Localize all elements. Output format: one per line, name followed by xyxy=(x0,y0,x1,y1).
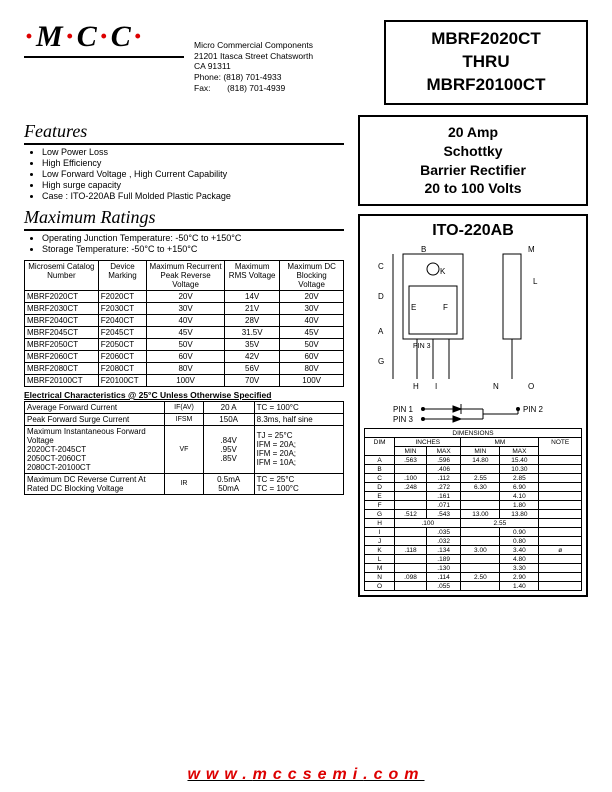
company-city: CA 91311 xyxy=(194,61,374,72)
maxrating-item: Operating Junction Temperature: -50°C to… xyxy=(42,233,344,243)
svg-text:O: O xyxy=(528,382,534,391)
feature-item: Low Power Loss xyxy=(42,147,344,157)
table-header: Device Marking xyxy=(98,260,146,290)
svg-text:H: H xyxy=(413,382,419,391)
svg-text:L: L xyxy=(533,277,538,286)
ec-table: Average Forward Current IF(AV) 20 A TC =… xyxy=(24,401,344,495)
table-row: MBRF20100CTF20100CT100V70V100V xyxy=(25,374,344,386)
dim-row: M.1303.30 xyxy=(365,564,582,573)
maxratings-list: Operating Junction Temperature: -50°C to… xyxy=(24,233,344,254)
dim-row: E.1614.10 xyxy=(365,492,582,501)
feature-item: High Efficiency xyxy=(42,158,344,168)
dim-row: K.118.1343.003.40ø xyxy=(365,546,582,555)
svg-text:PIN 3: PIN 3 xyxy=(413,343,431,350)
feature-item: Low Forward Voltage , High Current Capab… xyxy=(42,169,344,179)
table-row: MBRF2045CTF2045CT45V31.5V45V xyxy=(25,326,344,338)
dim-row: A.563.59614.8015.40 xyxy=(365,456,582,465)
svg-text:D: D xyxy=(378,292,384,301)
svg-text:N: N xyxy=(493,382,499,391)
table-row: MBRF2050CTF2050CT50V35V50V xyxy=(25,338,344,350)
ec-caption: Electrical Characteristics @ 25°C Unless… xyxy=(24,390,344,400)
maxrating-item: Storage Temperature: -50°C to +150°C xyxy=(42,244,344,254)
dim-row: F.0711.80 xyxy=(365,501,582,510)
subtitle-box: 20 Amp Schottky Barrier Rectifier 20 to … xyxy=(358,115,588,207)
dim-row: I.0350.90 xyxy=(365,528,582,537)
dim-row: L.1894.80 xyxy=(365,555,582,564)
dim-row: H.1002.55 xyxy=(365,519,582,528)
company-street: 21201 Itasca Street Chatsworth xyxy=(194,51,374,62)
svg-text:K: K xyxy=(440,267,446,276)
feature-item: Case : ITO-220AB Full Molded Plastic Pac… xyxy=(42,191,344,201)
dim-row: G.512.54313.0013.80 xyxy=(365,510,582,519)
feature-item: High surge capacity xyxy=(42,180,344,190)
ratings-table: Microsemi Catalog Number Device Marking … xyxy=(24,260,344,387)
company-name: Micro Commercial Components xyxy=(194,40,374,51)
logo: ·M·C·C· xyxy=(24,20,184,58)
svg-text:F: F xyxy=(443,303,448,312)
table-header: Maximum Recurrent Peak Reverse Voltage xyxy=(147,260,225,290)
table-row: Peak Forward Surge Current IFSM 150A 8.3… xyxy=(25,413,344,425)
svg-text:PIN 2: PIN 2 xyxy=(523,405,544,414)
package-drawing: C D A G K B M L E F H I N O PIN xyxy=(373,244,573,424)
svg-text:A: A xyxy=(378,327,384,336)
svg-text:PIN 3: PIN 3 xyxy=(393,415,414,424)
table-row: MBRF2080CTF2080CT80V56V80V xyxy=(25,362,344,374)
part-title-box: MBRF2020CT THRU MBRF20100CT xyxy=(384,20,588,105)
maxratings-heading: Maximum Ratings xyxy=(24,207,344,231)
svg-text:M: M xyxy=(528,245,535,254)
svg-text:PIN 1: PIN 1 xyxy=(393,405,414,414)
table-row: MBRF2020CTF2020CT20V14V20V xyxy=(25,290,344,302)
svg-text:I: I xyxy=(435,382,437,391)
dim-row: B.40610.30 xyxy=(365,465,582,474)
features-list: Low Power Loss High Efficiency Low Forwa… xyxy=(24,147,344,201)
table-header: Maximum DC Blocking Voltage xyxy=(280,260,344,290)
dimensions-table: DIMENSIONS DIM INCHES MM NOTE MIN MAX MI… xyxy=(364,428,582,591)
table-row: MBRF2040CTF2040CT40V28V40V xyxy=(25,314,344,326)
table-row: Average Forward Current IF(AV) 20 A TC =… xyxy=(25,401,344,413)
company-address: Micro Commercial Components 21201 Itasca… xyxy=(194,20,374,105)
table-header: Maximum RMS Voltage xyxy=(225,260,280,290)
table-row: MBRF2030CTF2030CT30V21V30V xyxy=(25,302,344,314)
package-box: ITO-220AB xyxy=(358,214,588,597)
table-row: Maximum DC Reverse Current At Rated DC B… xyxy=(25,473,344,494)
svg-text:E: E xyxy=(411,303,416,312)
package-title: ITO-220AB xyxy=(364,222,582,240)
svg-text:B: B xyxy=(421,245,426,254)
dim-row: N.098.1142.502.90 xyxy=(365,573,582,582)
dim-row: C.100.1122.552.85 xyxy=(365,474,582,483)
svg-text:C: C xyxy=(378,262,384,271)
footer-url[interactable]: www.mccsemi.com xyxy=(0,766,612,784)
table-row: MBRF2060CTF2060CT60V42V60V xyxy=(25,350,344,362)
table-row: Maximum Instantaneous Forward Voltage 20… xyxy=(25,425,344,473)
dim-row: D.248.2726.306.90 xyxy=(365,483,582,492)
table-header: Microsemi Catalog Number xyxy=(25,260,99,290)
svg-text:G: G xyxy=(378,357,384,366)
dim-row: O.0551.40 xyxy=(365,582,582,591)
features-heading: Features xyxy=(24,121,344,145)
dim-row: J.0320.80 xyxy=(365,537,582,546)
